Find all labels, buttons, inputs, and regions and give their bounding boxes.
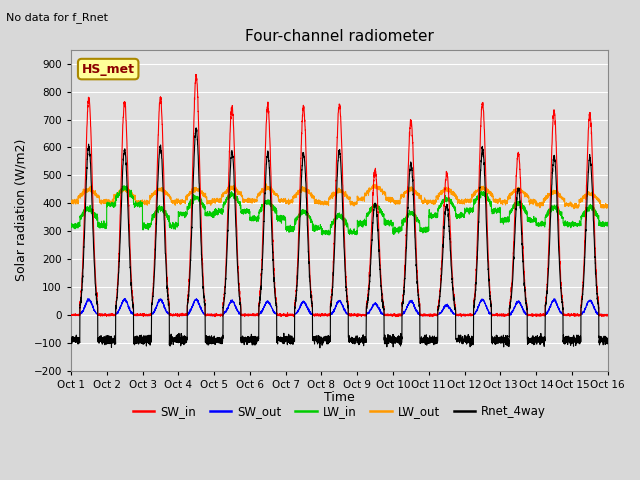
X-axis label: Time: Time <box>324 391 355 404</box>
Legend: SW_in, SW_out, LW_in, LW_out, Rnet_4way: SW_in, SW_out, LW_in, LW_out, Rnet_4way <box>128 400 550 423</box>
Y-axis label: Solar radiation (W/m2): Solar radiation (W/m2) <box>15 139 28 281</box>
Title: Four-channel radiometer: Four-channel radiometer <box>245 29 434 44</box>
Text: HS_met: HS_met <box>82 62 134 75</box>
Text: No data for f_Rnet: No data for f_Rnet <box>6 12 108 23</box>
